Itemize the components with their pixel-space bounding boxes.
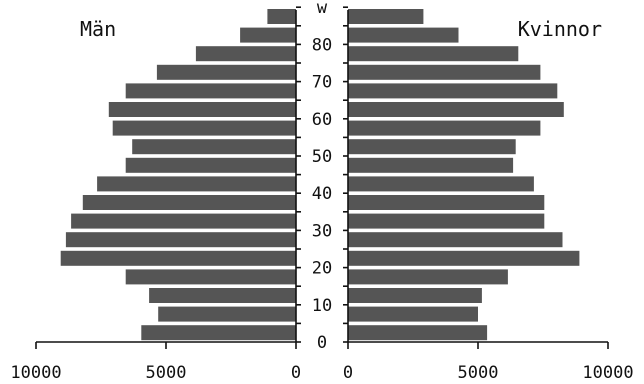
x-tick-label: 0 [291, 363, 301, 383]
male-bar-45-49 [125, 157, 296, 173]
female-bar-70-74 [348, 64, 541, 80]
female-bar-75-79 [348, 46, 519, 62]
female-bar-65-69 [348, 83, 558, 99]
female-bar-85-89 [348, 9, 424, 24]
male-bar-20-24 [60, 250, 297, 266]
age-label: 60 [312, 110, 332, 130]
age-label: 50 [312, 147, 332, 167]
male-bar-40-44 [97, 176, 296, 192]
x-tick-label: 5000 [146, 363, 187, 383]
age-label: 70 [312, 73, 332, 93]
x-tick-label: 0 [343, 363, 353, 383]
female-bar-40-44 [348, 176, 534, 192]
x-tick-label: 10000 [10, 363, 61, 383]
left-panel-label: Män [80, 17, 116, 41]
male-bar-85-89 [267, 9, 296, 24]
male-bar-0-4 [141, 325, 296, 341]
female-bar-35-39 [348, 195, 545, 210]
tick-labels: 10000 5000 0 0 5000 10000 [10, 363, 633, 383]
right-panel-label: Kvinnor [518, 17, 602, 41]
right-bars [348, 9, 580, 341]
female-bar-30-34 [348, 213, 545, 229]
female-bar-0-4 [348, 325, 488, 341]
x-tick-label: 5000 [458, 363, 499, 383]
left-bars [60, 9, 297, 341]
female-bar-80-84 [348, 27, 459, 43]
male-bar-30-34 [71, 213, 296, 229]
male-bar-65-69 [125, 83, 296, 99]
female-bar-45-49 [348, 157, 514, 173]
female-bar-15-19 [348, 269, 508, 285]
female-bar-55-59 [348, 120, 541, 136]
age-label: w [317, 0, 328, 18]
age-label: 0 [317, 333, 327, 353]
male-bar-35-39 [82, 195, 296, 210]
age-axis-labels: 0 10 20 30 40 50 60 70 80 w [312, 0, 332, 353]
axes [35, 6, 609, 349]
age-label: 40 [312, 184, 332, 204]
male-bar-50-54 [132, 139, 296, 155]
female-bar-10-14 [348, 288, 482, 303]
age-label: 80 [312, 35, 332, 55]
age-label: 10 [312, 296, 332, 316]
age-label: 20 [312, 259, 332, 279]
female-bar-5-9 [348, 306, 478, 322]
male-bar-55-59 [112, 120, 296, 136]
age-label: 30 [312, 221, 332, 241]
female-bar-25-29 [348, 232, 563, 248]
female-bar-20-24 [348, 250, 580, 266]
male-bar-75-79 [195, 46, 296, 62]
female-bar-50-54 [348, 139, 516, 155]
male-bar-80-84 [240, 27, 296, 43]
male-bar-15-19 [125, 269, 296, 285]
male-bar-25-29 [65, 232, 297, 248]
male-bar-5-9 [158, 306, 296, 322]
male-bar-10-14 [149, 288, 296, 303]
x-tick-label: 10000 [582, 363, 633, 383]
male-bar-60-64 [108, 102, 296, 117]
female-bar-60-64 [348, 102, 564, 117]
male-bar-70-74 [156, 64, 296, 80]
